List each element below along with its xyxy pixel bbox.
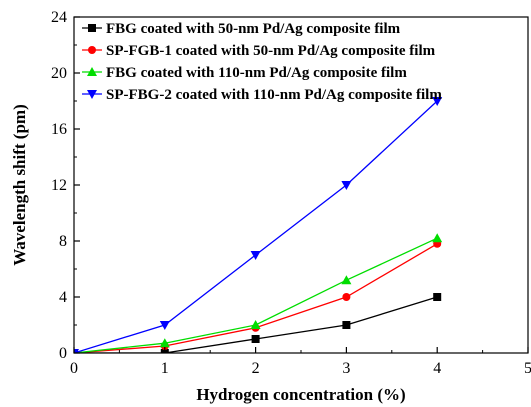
legend-label: FBG coated with 50-nm Pd/Ag composite fi… <box>106 21 401 37</box>
y-tick-label: 8 <box>59 233 67 250</box>
legend-label: FBG coated with 110-nm Pd/Ag composite f… <box>106 65 407 81</box>
series-4 <box>74 97 443 353</box>
data-point <box>159 338 170 348</box>
series-layer <box>74 97 443 353</box>
x-tick-label: 3 <box>342 360 350 377</box>
legend-label: SP-FBG-2 coated with 110-nm Pd/Ag compos… <box>106 87 442 103</box>
y-tick-label: 0 <box>59 345 67 362</box>
x-axis-title: Hydrogen concentration (%) <box>196 385 405 404</box>
legend-marker <box>87 90 97 99</box>
data-point <box>432 233 443 243</box>
legend-item: FBG coated with 50-nm Pd/Ag composite fi… <box>82 21 401 37</box>
legend-item: SP-FBG-2 coated with 110-nm Pd/Ag compos… <box>82 87 442 103</box>
legend-marker <box>88 24 96 32</box>
y-axis-title: Wavelength shift (pm) <box>10 104 29 266</box>
data-point <box>341 275 352 285</box>
data-point <box>159 321 170 330</box>
data-point <box>250 320 261 329</box>
x-tick-label: 0 <box>70 360 78 377</box>
legend: FBG coated with 50-nm Pd/Ag composite fi… <box>82 21 442 103</box>
y-tick-label: 24 <box>51 9 67 26</box>
legend-marker <box>88 46 96 54</box>
x-tick-label: 4 <box>433 360 441 377</box>
data-point <box>432 97 443 106</box>
data-point <box>250 251 261 260</box>
x-tick-label: 5 <box>524 360 531 377</box>
y-tick-label: 12 <box>51 177 67 194</box>
data-point <box>342 321 351 329</box>
legend-item: FBG coated with 110-nm Pd/Ag composite f… <box>82 65 407 81</box>
series-line <box>74 100 438 353</box>
data-point <box>341 181 352 190</box>
data-point <box>74 349 79 353</box>
legend-label: SP-FGB-1 coated with 50-nm Pd/Ag composi… <box>106 43 436 59</box>
data-point <box>251 335 260 343</box>
data-point <box>342 293 351 301</box>
legend-item: SP-FGB-1 coated with 50-nm Pd/Ag composi… <box>82 43 436 59</box>
x-tick-label: 1 <box>161 360 169 377</box>
data-point <box>433 293 442 301</box>
x-tick-label: 2 <box>252 360 260 377</box>
y-tick-label: 20 <box>51 65 67 82</box>
y-tick-label: 16 <box>51 121 67 138</box>
y-tick-label: 4 <box>59 289 67 306</box>
legend-marker <box>87 67 97 76</box>
